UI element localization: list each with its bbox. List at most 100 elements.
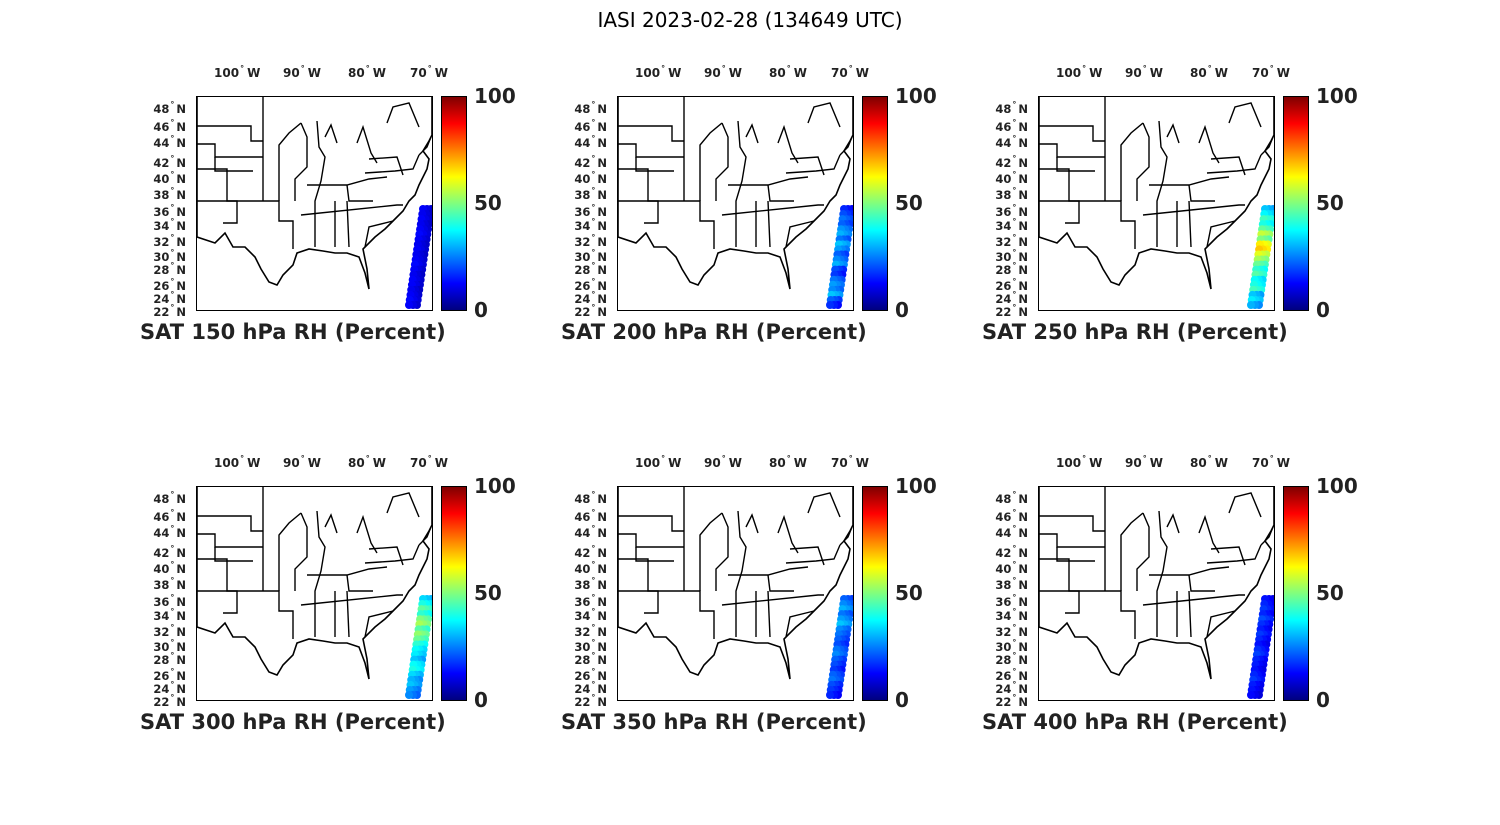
state-border (368, 546, 404, 566)
lat-tick-label: 34° N (995, 217, 1028, 233)
lat-tick-label: 22° N (995, 303, 1028, 319)
lat-tick-label: 24° N (574, 680, 607, 696)
state-border (364, 610, 394, 638)
state-border (1228, 492, 1262, 518)
lat-tick-label: 28° N (574, 651, 607, 667)
panel-caption: SAT 150 hPa RH (Percent) (140, 320, 446, 344)
coastline (197, 487, 432, 680)
map-panel (617, 96, 854, 311)
state-border (1188, 200, 1192, 248)
state-border (618, 143, 684, 158)
lat-tick-label: 48° N (153, 100, 186, 116)
lat-tick-label: 30° N (574, 638, 607, 654)
lat-tick-label: 26° N (995, 667, 1028, 683)
state-border (197, 515, 263, 532)
state-border (839, 526, 853, 546)
state-border (1039, 200, 1080, 224)
lon-tick-label: 80° W (769, 454, 807, 470)
state-border (386, 492, 420, 518)
state-border (197, 125, 263, 142)
lat-tick-label: 40° N (995, 170, 1028, 186)
state-border (1056, 547, 1095, 562)
state-border (1149, 176, 1230, 186)
panel-caption: SAT 200 hPa RH (Percent) (561, 320, 867, 344)
lat-tick-label: 42° N (574, 154, 607, 170)
lon-tick-label: 80° W (348, 454, 386, 470)
lat-tick-label: 28° N (574, 261, 607, 277)
state-border (1156, 120, 1168, 247)
lat-tick-label: 24° N (153, 290, 186, 306)
coastline (1039, 97, 1274, 290)
coastline (618, 487, 853, 680)
lon-tick-label: 100° W (214, 454, 261, 470)
lat-tick-label: 24° N (995, 290, 1028, 306)
state-border (618, 533, 684, 548)
state-border (294, 512, 308, 591)
state-border (1149, 566, 1230, 576)
colorbar-tick-mid: 50 (474, 191, 502, 215)
lat-tick-label: 38° N (995, 186, 1028, 202)
lon-tick-label: 100° W (1056, 454, 1103, 470)
lat-tick-label: 36° N (153, 593, 186, 609)
state-border (307, 566, 388, 576)
state-border (767, 590, 771, 638)
lat-tick-label: 38° N (995, 576, 1028, 592)
state-border (294, 122, 308, 201)
lat-tick-label: 46° N (153, 118, 186, 134)
lat-tick-label: 48° N (995, 490, 1028, 506)
lat-tick-label: 36° N (574, 593, 607, 609)
state-border (278, 512, 302, 591)
lat-tick-label: 32° N (574, 233, 607, 249)
lon-tick-label: 90° W (704, 64, 742, 80)
lat-tick-label: 48° N (153, 490, 186, 506)
rh-observation-point (826, 691, 834, 699)
colorbar (441, 96, 467, 311)
colorbar-tick-mid: 50 (1316, 191, 1344, 215)
state-border (1136, 122, 1150, 201)
us-map (618, 97, 853, 309)
lat-tick-label: 42° N (995, 544, 1028, 560)
state-border (1210, 546, 1246, 566)
panel-caption: SAT 400 hPa RH (Percent) (982, 710, 1288, 734)
lat-tick-label: 44° N (995, 524, 1028, 540)
state-border (1188, 184, 1215, 202)
lon-tick-label: 80° W (348, 64, 386, 80)
state-border (364, 220, 394, 248)
colorbar-tick-min: 0 (895, 688, 909, 712)
state-border (745, 513, 759, 534)
state-border (300, 204, 403, 216)
state-border (1206, 610, 1236, 638)
colorbar-tick-mid: 50 (895, 581, 923, 605)
state-border (214, 547, 253, 562)
rh-observation-point (405, 691, 413, 699)
lat-tick-label: 48° N (574, 100, 607, 116)
lat-tick-label: 40° N (153, 560, 186, 576)
colorbar-tick-mid: 50 (1316, 581, 1344, 605)
state-border (418, 526, 432, 546)
state-border (618, 515, 684, 532)
lat-tick-label: 42° N (153, 154, 186, 170)
state-border (721, 594, 824, 606)
state-border (1206, 154, 1262, 174)
lat-tick-label: 48° N (995, 100, 1028, 116)
state-border (785, 154, 841, 174)
lon-tick-label: 100° W (635, 64, 682, 80)
lat-tick-label: 26° N (153, 277, 186, 293)
lat-tick-label: 44° N (574, 524, 607, 540)
state-border (785, 220, 815, 248)
colorbar-tick-max: 100 (895, 84, 937, 108)
map-panel (196, 96, 433, 311)
colorbar-tick-max: 100 (474, 84, 516, 108)
lat-tick-label: 24° N (995, 680, 1028, 696)
lat-tick-label: 46° N (574, 118, 607, 134)
state-border (807, 102, 841, 128)
state-border (314, 120, 326, 247)
lon-tick-label: 90° W (1125, 64, 1163, 80)
colorbar-tick-mid: 50 (474, 581, 502, 605)
state-border (356, 124, 378, 164)
state-border (1039, 590, 1080, 614)
state-border (1120, 122, 1144, 201)
state-border (386, 102, 420, 128)
state-border (356, 514, 378, 554)
state-border (785, 544, 841, 564)
